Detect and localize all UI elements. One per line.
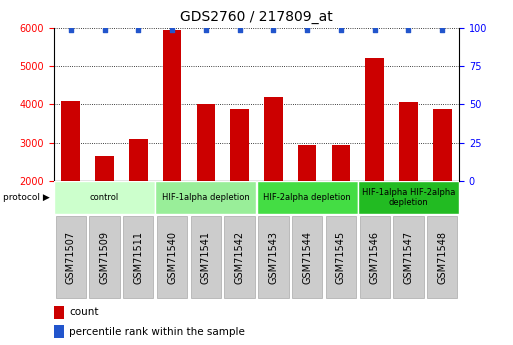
Bar [163,30,182,181]
FancyBboxPatch shape [191,216,221,298]
Text: percentile rank within the sample: percentile rank within the sample [69,327,245,336]
Text: count: count [69,307,99,317]
FancyBboxPatch shape [89,216,120,298]
Text: HIF-1alpha depletion: HIF-1alpha depletion [162,193,250,202]
Text: GSM71543: GSM71543 [268,230,279,284]
Text: HIF-1alpha HIF-2alpha
depletion: HIF-1alpha HIF-2alpha depletion [362,188,455,207]
Bar [264,97,283,181]
Text: GSM71540: GSM71540 [167,230,177,284]
Text: GSM71509: GSM71509 [100,230,109,284]
Point [438,27,446,33]
Point [67,27,75,33]
Point [202,27,210,33]
Point [337,27,345,33]
Bar [433,109,451,181]
Text: GSM71545: GSM71545 [336,230,346,284]
FancyBboxPatch shape [258,216,289,298]
Title: GDS2760 / 217809_at: GDS2760 / 217809_at [180,10,333,24]
Point [101,27,109,33]
FancyBboxPatch shape [427,216,458,298]
Bar [54,306,64,319]
Bar [358,181,459,214]
Text: protocol ▶: protocol ▶ [3,193,49,202]
FancyBboxPatch shape [292,216,322,298]
Bar [62,100,80,181]
Bar [399,102,418,181]
Text: GSM71544: GSM71544 [302,230,312,284]
Text: GSM71548: GSM71548 [437,230,447,284]
FancyBboxPatch shape [326,216,356,298]
Bar [365,58,384,181]
Point [370,27,379,33]
Bar [256,181,358,214]
Bar [331,145,350,181]
Point [404,27,412,33]
Text: HIF-2alpha depletion: HIF-2alpha depletion [263,193,351,202]
Text: GSM71507: GSM71507 [66,230,76,284]
Text: GSM71511: GSM71511 [133,230,143,284]
Point [269,27,278,33]
Point [235,27,244,33]
Text: GSM71546: GSM71546 [370,230,380,284]
Point [134,27,143,33]
FancyBboxPatch shape [360,216,390,298]
Point [303,27,311,33]
FancyBboxPatch shape [55,216,86,298]
Text: control: control [90,193,119,202]
Text: GSM71542: GSM71542 [234,230,245,284]
Point [168,27,176,33]
Text: GSM71547: GSM71547 [404,230,413,284]
Bar [95,156,114,181]
Bar [54,181,155,214]
FancyBboxPatch shape [123,216,153,298]
Bar [155,181,256,214]
FancyBboxPatch shape [393,216,424,298]
Bar [54,325,64,338]
FancyBboxPatch shape [224,216,255,298]
Bar [230,109,249,181]
Bar [196,104,215,181]
Bar [298,145,317,181]
Text: GSM71541: GSM71541 [201,230,211,284]
Bar [129,139,148,181]
FancyBboxPatch shape [157,216,187,298]
